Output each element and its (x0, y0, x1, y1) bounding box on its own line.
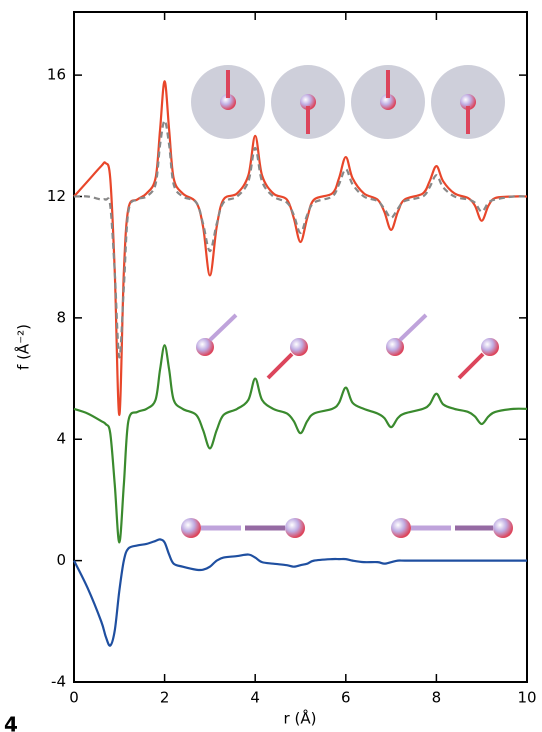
x-tick-label: 6 (341, 689, 351, 707)
spin (181, 518, 201, 538)
spin (380, 94, 396, 110)
x-tick-label: 10 (517, 689, 536, 707)
panel-label: 4 (4, 713, 18, 732)
spin-arrow (398, 313, 428, 342)
y-tick-label: 8 (56, 308, 66, 326)
spin (386, 338, 404, 356)
plot-frame (73, 11, 528, 683)
x-axis-label: r (Å) (284, 709, 317, 728)
spin (460, 94, 476, 110)
spin (290, 338, 308, 356)
x-tick-label: 0 (69, 689, 79, 707)
spin-arrow (208, 313, 238, 342)
spin (220, 94, 236, 110)
y-tick-label: -4 (51, 673, 66, 691)
x-tick-label: 2 (160, 689, 170, 707)
spin (300, 94, 316, 110)
y-tick-label: 4 (56, 430, 66, 448)
y-tick-label: 16 (47, 66, 66, 84)
x-tick-label: 8 (432, 689, 442, 707)
spin-arrow (266, 352, 294, 380)
y-tick-label: 12 (47, 187, 66, 205)
y-tick-label: 0 (56, 551, 66, 569)
spin-arrow (457, 352, 485, 380)
series-line (73, 344, 528, 544)
spin (285, 518, 305, 538)
spin (493, 518, 513, 538)
spin (196, 338, 214, 356)
decorations (181, 65, 513, 538)
x-tick-label: 4 (250, 689, 260, 707)
y-axis-label: f (Å⁻²) (14, 324, 33, 370)
spin (481, 338, 499, 356)
series-line (73, 538, 527, 647)
spin (391, 518, 411, 538)
series-line (73, 119, 528, 359)
